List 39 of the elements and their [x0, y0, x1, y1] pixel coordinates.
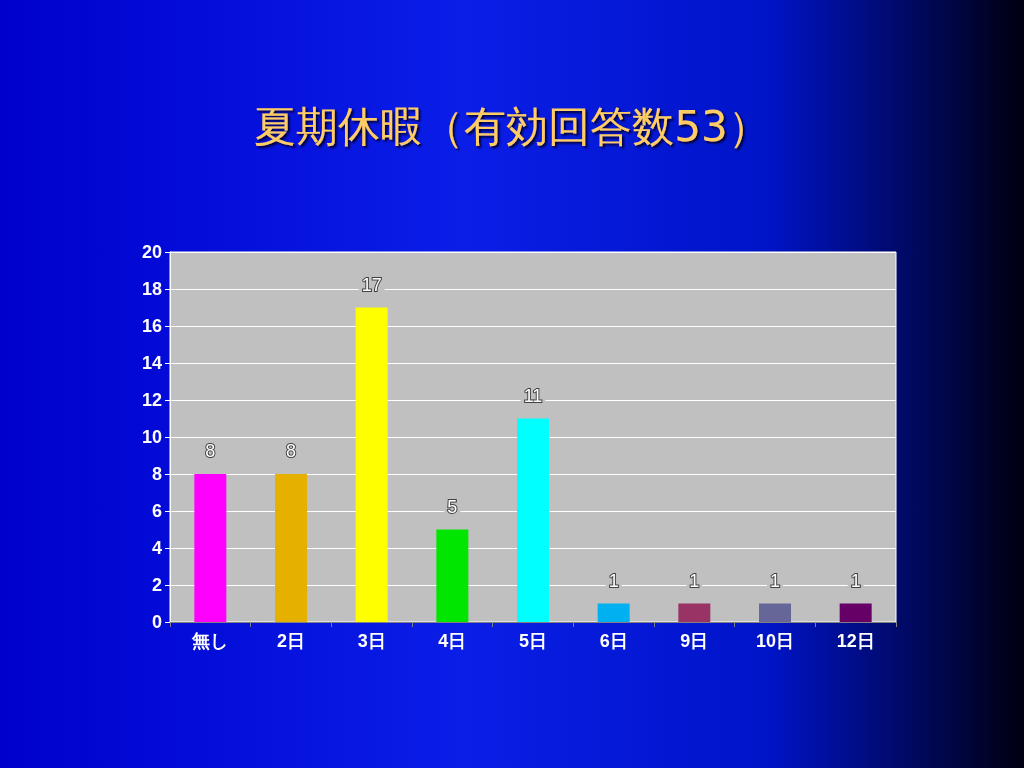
- bar: [194, 474, 227, 622]
- data-label: 1: [850, 570, 861, 591]
- bar: [275, 474, 307, 622]
- y-tick-label: 4: [151, 538, 162, 558]
- data-label: 1: [608, 570, 619, 591]
- y-tick-label: 10: [141, 427, 162, 447]
- y-tick-label: 2: [151, 575, 162, 595]
- data-label: 1: [689, 570, 700, 591]
- bar: [517, 418, 549, 622]
- bar: [597, 603, 630, 622]
- y-tick-label: 16: [141, 316, 162, 336]
- data-label: 1: [769, 570, 781, 591]
- y-tick-label: 14: [141, 353, 162, 373]
- y-tick-label: 8: [151, 464, 162, 484]
- x-tick-label: 3日: [357, 631, 386, 651]
- y-tick-label: 6: [151, 501, 162, 521]
- data-label: 17: [361, 274, 382, 295]
- data-label: 11: [523, 385, 543, 406]
- x-tick-label: 5日: [518, 631, 548, 651]
- y-tick-label: 20: [141, 242, 162, 262]
- y-tick-label: 18: [141, 279, 162, 299]
- bar: [839, 603, 872, 622]
- data-label: 8: [205, 441, 216, 461]
- chart-title: 夏期休暇（有効回答数53）: [254, 101, 770, 151]
- x-tick-label: 無し: [191, 631, 229, 651]
- bar: [355, 307, 388, 622]
- x-tick-label: 2日: [276, 631, 306, 651]
- x-tick-label: 6日: [599, 631, 628, 651]
- y-tick-label: 12: [141, 390, 162, 410]
- bar: [678, 603, 711, 622]
- data-label: 5: [447, 496, 458, 517]
- bar: [436, 529, 469, 622]
- x-tick-label: 10日: [755, 631, 795, 651]
- x-tick-label: 9日: [680, 631, 709, 651]
- x-tick-label: 12日: [836, 631, 875, 651]
- y-tick-label: 0: [151, 612, 162, 632]
- data-label: 8: [285, 441, 297, 461]
- bar: [759, 603, 791, 622]
- x-tick-label: 4日: [438, 631, 467, 651]
